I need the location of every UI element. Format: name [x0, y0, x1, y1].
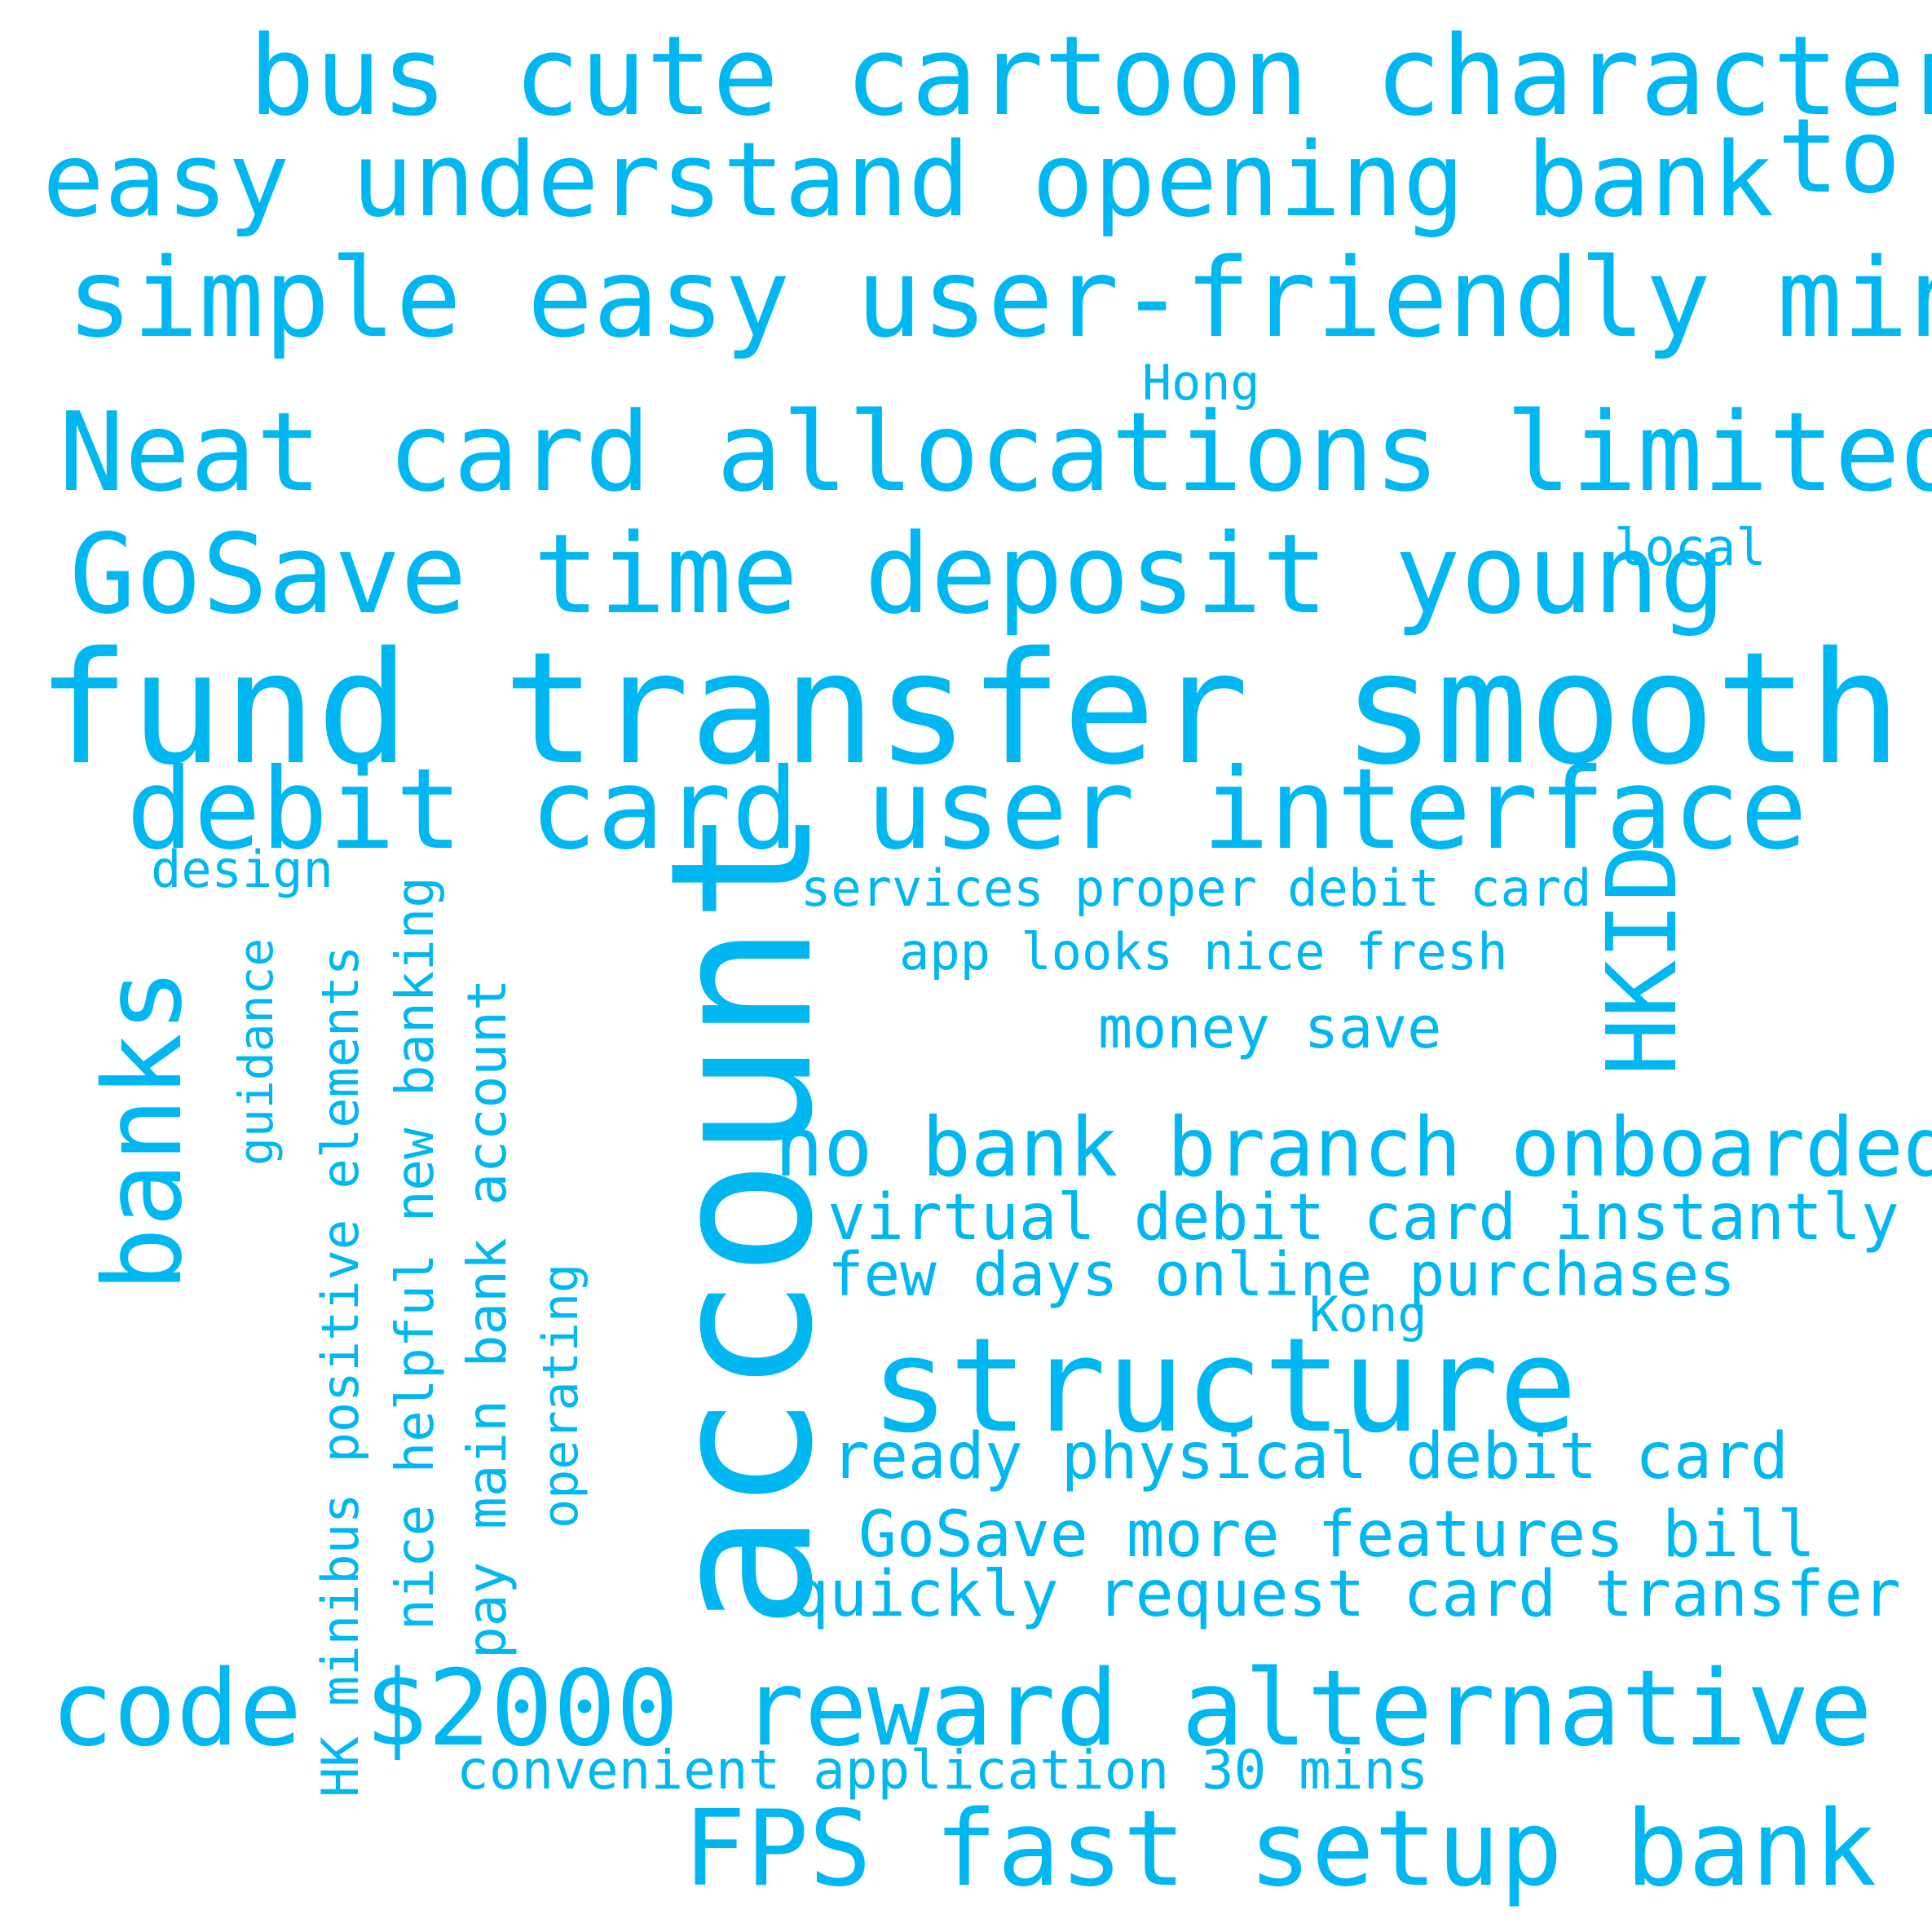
word-virtual-debit-card-instantly: virtual debit card instantly — [827, 1181, 1899, 1255]
word-gosave-more-features-bill: GoSave more features bill — [858, 1498, 1815, 1572]
word-nice-helpful-new-banking: nice helpful new banking — [386, 876, 446, 1630]
word-convenient-application-30-mins: convenient application 30 mins — [457, 1739, 1429, 1802]
word-to: to — [1777, 96, 1901, 216]
word-debit-card-user-interface: debit card user interface — [126, 745, 1808, 875]
word-easy-understand-opening-bank: easy understand opening bank — [42, 120, 1775, 240]
word-banks: banks — [81, 968, 206, 1292]
word-ready-physical-debit-card: ready physical debit card — [831, 1420, 1789, 1493]
word-services-proper-debit-card: services proper debit card — [801, 858, 1592, 918]
word-kong: Kong — [1309, 1286, 1427, 1343]
word-account: account — [628, 805, 856, 1630]
word-fps-fast-setup-bank: FPS fast setup bank — [683, 1789, 1877, 1910]
word-guidance: guidance — [228, 937, 284, 1166]
word-few-days-online-purchases: few days online purchases — [827, 1240, 1736, 1310]
word-local: local — [1614, 518, 1767, 577]
word-hk-minibus-positive-elements: HK minibus positive elements — [311, 945, 370, 1797]
word-money-save: money save — [1098, 995, 1442, 1061]
word-quickly-request-card-transfer: quickly request card transfer — [791, 1558, 1901, 1631]
word-fund-transfer-smooth-fee: fund transfer smooth fee — [37, 619, 1932, 799]
word-gosave-time-deposit-young: GoSave time deposit young — [69, 510, 1726, 638]
word-code-2000-reward-alternative: code $2000 reward alternative — [51, 1648, 1872, 1770]
word-design: design — [151, 840, 333, 899]
word-bus-cute-cartoon-characters: bus cute cartoon characters — [249, 12, 1932, 140]
word-no-bank-branch-onboarded: no bank branch onboarded — [774, 1100, 1932, 1195]
word-operating: operating — [532, 1263, 589, 1528]
word-neat-card-allocations-limited: Neat card allocations limited — [59, 389, 1932, 516]
word-simple-easy-user-friendly-mini: simple easy user-friendly mini — [67, 235, 1932, 362]
word-hkid: HKID — [1586, 844, 1698, 1076]
word-structure: structure — [871, 1309, 1577, 1462]
word-hong: Hong — [1142, 355, 1260, 412]
word-app-looks-nice-fresh: app looks nice fresh — [899, 922, 1508, 981]
word-pay-main-bank-account: pay main bank account — [456, 978, 518, 1659]
